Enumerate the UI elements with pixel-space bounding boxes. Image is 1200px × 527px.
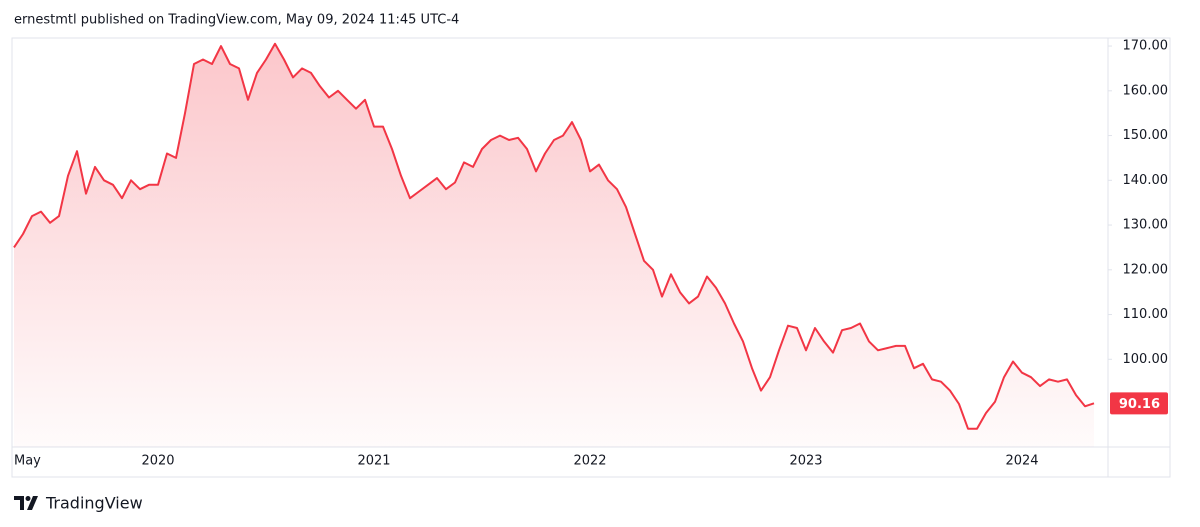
x-tick-label: 2023 (789, 454, 822, 469)
y-tick-label: 160.00 (1123, 83, 1169, 98)
y-tick-label: 140.00 (1123, 173, 1169, 188)
x-tick-label: 2024 (1005, 454, 1038, 469)
last-price-label: 90.16 (1119, 397, 1160, 412)
logo-mark (14, 496, 24, 510)
area-fill (14, 43, 1094, 448)
x-tick-label: May (14, 454, 41, 469)
y-tick-label: 150.00 (1123, 128, 1169, 143)
y-tick-label: 170.00 (1123, 39, 1169, 54)
footer-brand: TradingView (45, 494, 143, 513)
chart-frame (11, 37, 1171, 478)
header-title: ernestmtl published on TradingView.com, … (14, 13, 459, 28)
x-tick-label: 2020 (141, 454, 174, 469)
y-tick-label: 130.00 (1123, 218, 1169, 233)
x-tick-label: 2022 (573, 454, 606, 469)
plot-area (13, 42, 1095, 448)
price-line (13, 42, 1095, 430)
last-price-badge (1110, 392, 1168, 415)
y-tick-label: 100.00 (1123, 352, 1169, 367)
x-tick-label: 2021 (357, 454, 390, 469)
logo-mark (27, 496, 38, 510)
logo-mark (25, 496, 31, 501)
y-tick-label: 110.00 (1123, 307, 1169, 322)
logo (14, 496, 38, 510)
y-tick-label: 120.00 (1123, 262, 1169, 277)
